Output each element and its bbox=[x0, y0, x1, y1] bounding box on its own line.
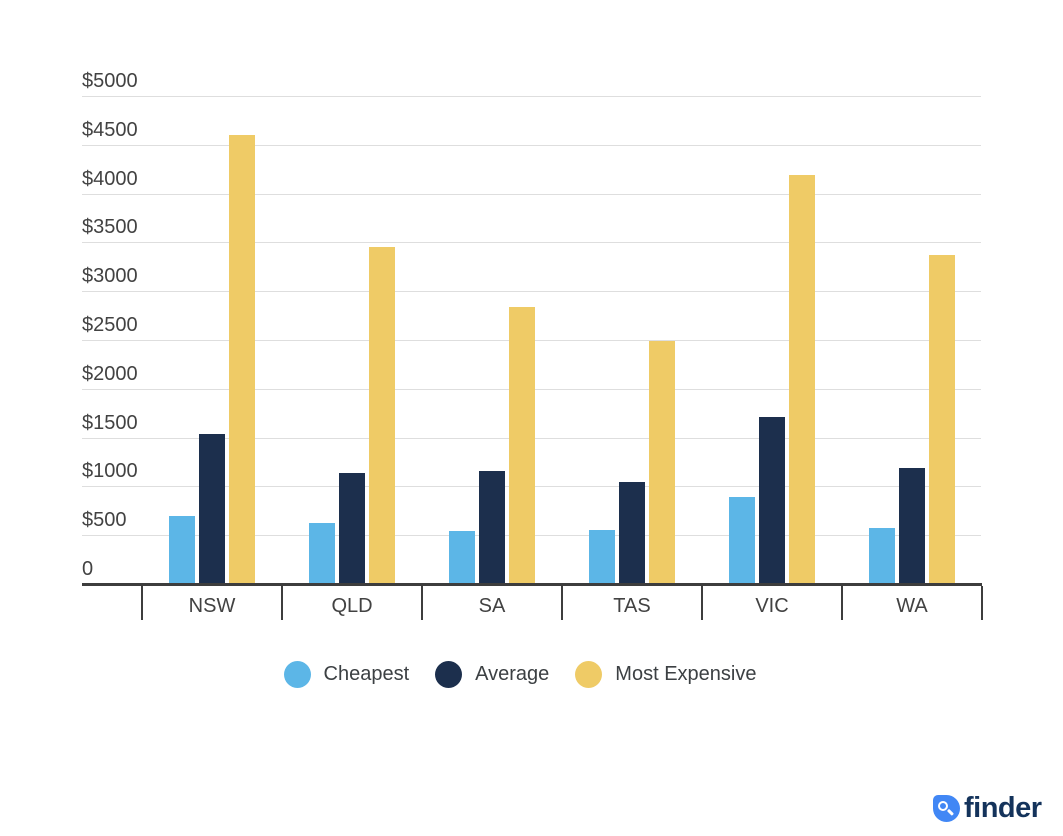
legend-label: Average bbox=[475, 663, 550, 685]
bar-sa-most-expensive bbox=[509, 306, 535, 583]
y-axis-tick-label: $500 bbox=[82, 509, 127, 532]
bar-group-qld bbox=[282, 95, 422, 583]
legend-item-average: Average bbox=[435, 661, 549, 688]
bar-qld-cheapest bbox=[309, 522, 335, 583]
x-axis-label-nsw: NSW bbox=[188, 595, 236, 617]
bar-group-wa bbox=[842, 95, 982, 583]
x-axis-label-qld: QLD bbox=[331, 595, 373, 617]
y-axis-tick-label: $4500 bbox=[82, 118, 138, 141]
bar-group-nsw bbox=[142, 95, 282, 583]
legend: Cheapest Average Most Expensive bbox=[0, 661, 1040, 688]
bar-nsw-average bbox=[199, 433, 225, 583]
legend-label: Cheapest bbox=[323, 663, 410, 685]
cheapest-swatch-icon bbox=[283, 661, 311, 688]
y-axis-tick-label: $2000 bbox=[82, 362, 138, 385]
legend-item-cheapest: Cheapest bbox=[283, 661, 410, 688]
finder-logo-text: finder bbox=[964, 792, 1042, 824]
y-axis-tick-label: $2500 bbox=[82, 314, 138, 336]
x-axis-line bbox=[82, 583, 982, 586]
magnifier-icon bbox=[933, 795, 960, 822]
bar-vic-most-expensive bbox=[789, 174, 815, 583]
x-axis-tick bbox=[981, 586, 983, 620]
x-axis-label-sa: SA bbox=[478, 595, 506, 617]
gridline bbox=[82, 144, 981, 146]
x-axis-label-vic: VIC bbox=[755, 595, 789, 617]
bar-tas-average bbox=[619, 481, 645, 583]
y-axis-tick-label: $3000 bbox=[82, 265, 138, 288]
bar-group-tas bbox=[562, 95, 702, 583]
average-swatch-icon bbox=[435, 661, 463, 688]
bar-tas-cheapest bbox=[589, 529, 615, 583]
x-axis-tick bbox=[561, 586, 563, 620]
gridline bbox=[82, 96, 981, 97]
y-axis-tick-label: 0 bbox=[82, 558, 94, 580]
gridline bbox=[82, 193, 981, 195]
bar-wa-most-expensive bbox=[929, 255, 955, 583]
y-axis-tick-label: $1500 bbox=[82, 411, 138, 434]
bar-tas-most-expensive bbox=[649, 341, 675, 583]
bar-sa-average bbox=[479, 471, 505, 583]
x-axis-label-wa: WA bbox=[896, 595, 928, 617]
bar-nsw-cheapest bbox=[169, 515, 195, 583]
x-axis-tick bbox=[281, 586, 283, 620]
y-axis-tick-label: $4000 bbox=[82, 167, 138, 190]
bar-nsw-most-expensive bbox=[229, 135, 255, 583]
x-axis-tick bbox=[841, 586, 843, 620]
bar-vic-average bbox=[759, 417, 785, 583]
bar-qld-average bbox=[339, 472, 365, 583]
bar-sa-cheapest bbox=[449, 530, 475, 583]
x-axis-tick bbox=[141, 586, 143, 620]
bar-group-vic bbox=[702, 95, 842, 583]
legend-label: Most Expensive bbox=[615, 663, 757, 685]
gridline bbox=[82, 291, 981, 293]
y-axis-tick-label: $1000 bbox=[82, 460, 138, 483]
legend-item-most-expensive: Most Expensive bbox=[575, 661, 756, 688]
most-expensive-swatch-icon bbox=[575, 661, 603, 688]
bar-vic-cheapest bbox=[729, 497, 755, 583]
bar-wa-cheapest bbox=[869, 528, 895, 583]
gridline bbox=[82, 242, 981, 244]
y-axis-tick-label: $5000 bbox=[82, 70, 138, 92]
x-axis-tick bbox=[701, 586, 703, 620]
x-axis-label-tas: TAS bbox=[613, 595, 651, 617]
y-axis-tick-label: $3500 bbox=[82, 216, 138, 239]
finder-logo: finder bbox=[933, 792, 1042, 824]
bar-qld-most-expensive bbox=[369, 247, 395, 583]
bar-group-sa bbox=[422, 95, 562, 583]
plot-area: $5000 $4500 $4000 $3500 $3000 $2500 $2000 $1500… bbox=[82, 71, 983, 620]
bar-wa-average bbox=[899, 467, 925, 583]
x-axis-tick bbox=[421, 586, 423, 620]
